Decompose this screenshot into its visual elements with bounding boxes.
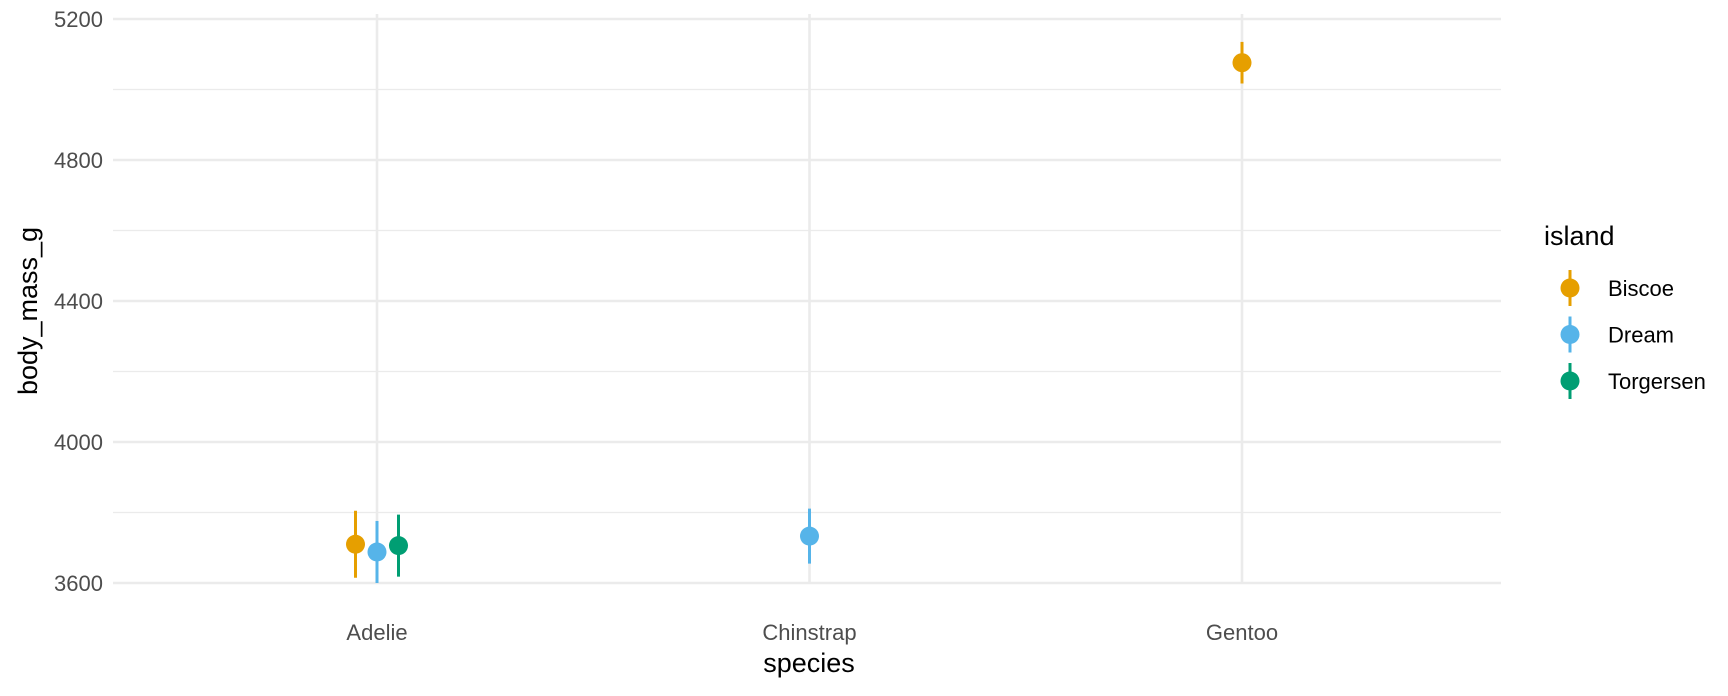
legend-label: Dream [1608, 323, 1674, 348]
data-point [1232, 53, 1252, 73]
legend-key-point [1560, 371, 1580, 391]
y-axis-ticks: 3600 4000 4400 4800 5200 [54, 7, 103, 596]
legend-entry-dream: Dream [1560, 316, 1674, 353]
series-layer [346, 41, 1252, 583]
legend: island Biscoe Dream Torgersen [1544, 221, 1706, 399]
x-axis-title: species [763, 648, 855, 678]
y-tick-label: 5200 [54, 7, 103, 32]
grid [113, 14, 1501, 585]
legend-label: Torgersen [1608, 369, 1706, 394]
x-tick-label: Adelie [346, 620, 407, 645]
data-point [389, 536, 408, 556]
y-axis-title: body_mass_g [13, 227, 43, 395]
y-tick-label: 4000 [54, 430, 103, 455]
legend-entries: Biscoe Dream Torgersen [1560, 270, 1706, 399]
data-point [367, 542, 387, 562]
x-tick-label: Chinstrap [762, 620, 856, 645]
legend-label: Biscoe [1608, 276, 1674, 301]
data-point [346, 534, 365, 554]
series-biscoe [346, 41, 1252, 578]
legend-title: island [1544, 221, 1615, 251]
series-torgersen [389, 514, 408, 577]
x-tick-label: Gentoo [1206, 620, 1278, 645]
legend-key-point [1560, 278, 1580, 298]
data-point [800, 526, 819, 546]
y-tick-label: 3600 [54, 571, 103, 596]
x-axis-ticks: Adelie Chinstrap Gentoo [346, 620, 1278, 645]
y-tick-label: 4800 [54, 148, 103, 173]
legend-key-point [1560, 325, 1580, 344]
y-tick-label: 4400 [54, 289, 103, 314]
series-dream [367, 508, 819, 583]
legend-entry-biscoe: Biscoe [1560, 270, 1674, 306]
legend-entry-torgersen: Torgersen [1560, 363, 1706, 399]
